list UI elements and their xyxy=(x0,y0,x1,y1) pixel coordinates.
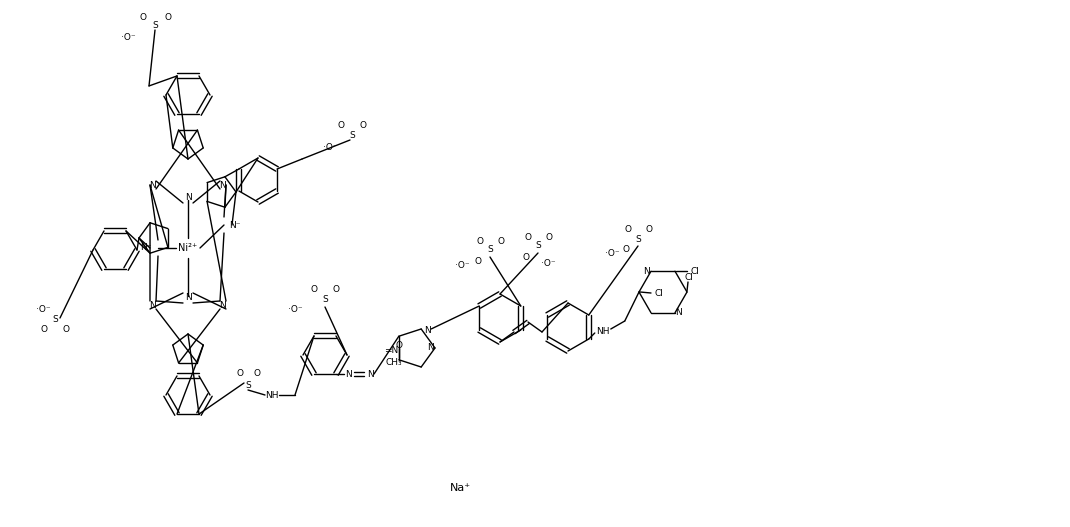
Text: N: N xyxy=(675,308,683,317)
Text: O: O xyxy=(625,226,631,235)
Text: N: N xyxy=(219,181,227,190)
Text: N: N xyxy=(424,327,430,336)
Text: S: S xyxy=(152,21,158,30)
Text: N: N xyxy=(644,267,651,276)
Text: =N: =N xyxy=(384,346,398,355)
Text: O: O xyxy=(395,341,402,350)
Text: Na⁺: Na⁺ xyxy=(449,483,471,493)
Text: S: S xyxy=(535,241,540,250)
Text: N: N xyxy=(367,369,373,378)
Text: O: O xyxy=(474,258,482,267)
Text: ·O⁻: ·O⁻ xyxy=(288,306,303,315)
Text: O: O xyxy=(645,226,653,235)
Text: S: S xyxy=(487,246,493,255)
Text: O: O xyxy=(236,369,244,378)
Text: O: O xyxy=(165,14,171,23)
Text: O: O xyxy=(254,369,260,378)
Text: S: S xyxy=(322,296,327,305)
Text: CH₃: CH₃ xyxy=(385,358,402,367)
Text: N: N xyxy=(150,300,156,309)
Text: O: O xyxy=(62,326,70,335)
Text: ·O⁻: ·O⁻ xyxy=(540,259,555,268)
Text: Cl: Cl xyxy=(690,267,700,276)
Text: S: S xyxy=(636,235,641,243)
Text: O: O xyxy=(337,122,345,131)
Text: ·O⁻: ·O⁻ xyxy=(323,143,337,152)
Text: N: N xyxy=(345,369,351,378)
Text: O: O xyxy=(623,246,629,255)
Text: O: O xyxy=(546,232,552,241)
Text: N: N xyxy=(185,294,192,302)
Text: ·O⁻: ·O⁻ xyxy=(121,34,135,43)
Text: N: N xyxy=(185,193,192,202)
Text: ·O⁻: ·O⁻ xyxy=(35,306,50,315)
Text: O: O xyxy=(41,326,47,335)
Text: N⁻: N⁻ xyxy=(229,220,241,229)
Text: O: O xyxy=(498,237,504,246)
Text: O: O xyxy=(310,286,318,295)
Text: N⁻: N⁻ xyxy=(140,243,152,252)
Text: S: S xyxy=(349,131,355,140)
Text: O: O xyxy=(524,232,532,241)
Text: NH: NH xyxy=(596,327,610,336)
Text: ·O⁻: ·O⁻ xyxy=(605,249,620,259)
Text: O: O xyxy=(360,122,367,131)
Text: Ni²⁺: Ni²⁺ xyxy=(179,243,198,253)
Text: O: O xyxy=(476,237,484,246)
Text: S: S xyxy=(245,380,250,389)
Text: O: O xyxy=(333,286,339,295)
Text: NH: NH xyxy=(265,391,279,399)
Text: Cl: Cl xyxy=(655,289,663,298)
Text: O: O xyxy=(139,14,147,23)
Text: S: S xyxy=(52,316,58,325)
Text: N: N xyxy=(150,181,156,190)
Text: N: N xyxy=(219,300,227,309)
Text: O: O xyxy=(522,253,530,262)
Text: Cl: Cl xyxy=(685,274,693,282)
Text: N: N xyxy=(427,344,433,353)
Text: ·O⁻: ·O⁻ xyxy=(455,260,470,269)
